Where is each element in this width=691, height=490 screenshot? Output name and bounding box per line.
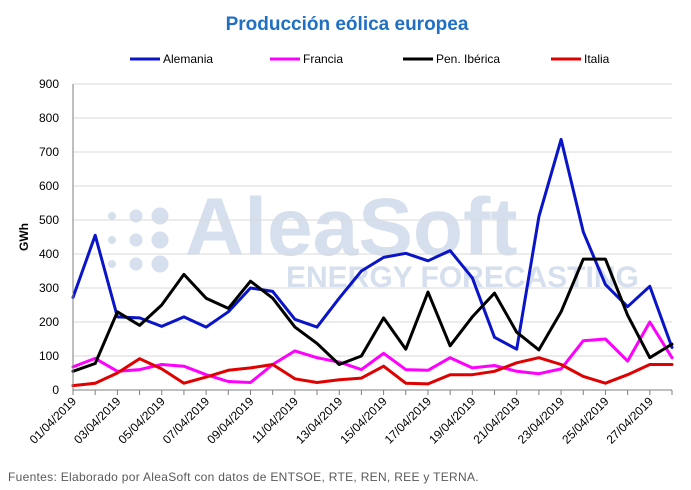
legend-item: Italia — [551, 52, 610, 66]
watermark-logo-dots — [108, 207, 169, 273]
x-tick-label: 13/04/2019 — [293, 394, 346, 447]
watermark-dot — [108, 236, 116, 244]
y-tick-label: 500 — [39, 213, 59, 227]
x-tick-label: 05/04/2019 — [115, 394, 168, 447]
y-axis-ticks: 0 100 200 300 400 500 600 700 800 900 — [39, 77, 59, 397]
y-tick-label: 300 — [39, 281, 59, 295]
x-tick-label: 21/04/2019 — [470, 394, 523, 447]
axes — [72, 84, 673, 395]
x-tick-label: 25/04/2019 — [559, 394, 612, 447]
x-tick-label: 27/04/2019 — [604, 394, 657, 447]
legend-label: Francia — [303, 52, 343, 66]
y-tick-label: 400 — [39, 247, 59, 261]
legend-label: Alemania — [163, 52, 213, 66]
watermark-brand: AleaSoft — [185, 182, 518, 273]
legend-item: Pen. Ibérica — [403, 52, 500, 66]
watermark-dot — [129, 257, 143, 271]
watermark-dot — [108, 260, 116, 268]
series-lines — [71, 137, 674, 388]
watermark-dot — [129, 209, 143, 223]
y-tick-label: 100 — [39, 349, 59, 363]
series-line-pen-ib-rica — [71, 257, 674, 373]
y-tick-label: 800 — [39, 111, 59, 125]
x-tick-label: 03/04/2019 — [71, 394, 124, 447]
legend-label: Italia — [584, 52, 610, 66]
series-line-alemania — [71, 137, 674, 351]
watermark-dot — [108, 212, 116, 220]
legend-label: Pen. Ibérica — [436, 52, 500, 66]
y-axis-label: GWh — [17, 223, 31, 251]
legend: Alemania Francia Pen. Ibérica Italia — [130, 52, 610, 66]
legend-item: Francia — [270, 52, 343, 66]
y-tick-label: 600 — [39, 179, 59, 193]
x-tick-label: 23/04/2019 — [515, 394, 568, 447]
grid — [73, 83, 672, 357]
series-line-francia — [71, 320, 674, 384]
legend-item: Alemania — [130, 52, 213, 66]
x-tick-label: 19/04/2019 — [426, 394, 479, 447]
x-axis-ticks: 01/04/201903/04/201905/04/201907/04/2019… — [27, 394, 656, 447]
x-tick-label: 17/04/2019 — [382, 394, 435, 447]
x-tick-label: 15/04/2019 — [337, 394, 390, 447]
chart-title: Producción eólica europea — [226, 14, 469, 35]
source-note: Fuentes: Elaborado por AleaSoft con dato… — [8, 470, 479, 484]
y-tick-label: 700 — [39, 145, 59, 159]
watermark-dot — [151, 231, 169, 249]
watermark-dot — [151, 207, 169, 225]
series-line-italia — [71, 356, 674, 388]
y-tick-label: 0 — [52, 383, 59, 397]
watermark-dot — [151, 255, 169, 273]
watermark-dot — [129, 233, 143, 247]
y-tick-label: 900 — [39, 77, 59, 91]
x-tick-label: 09/04/2019 — [204, 394, 257, 447]
x-tick-label: 07/04/2019 — [160, 394, 213, 447]
y-tick-label: 200 — [39, 315, 59, 329]
x-tick-label: 01/04/2019 — [27, 394, 80, 447]
